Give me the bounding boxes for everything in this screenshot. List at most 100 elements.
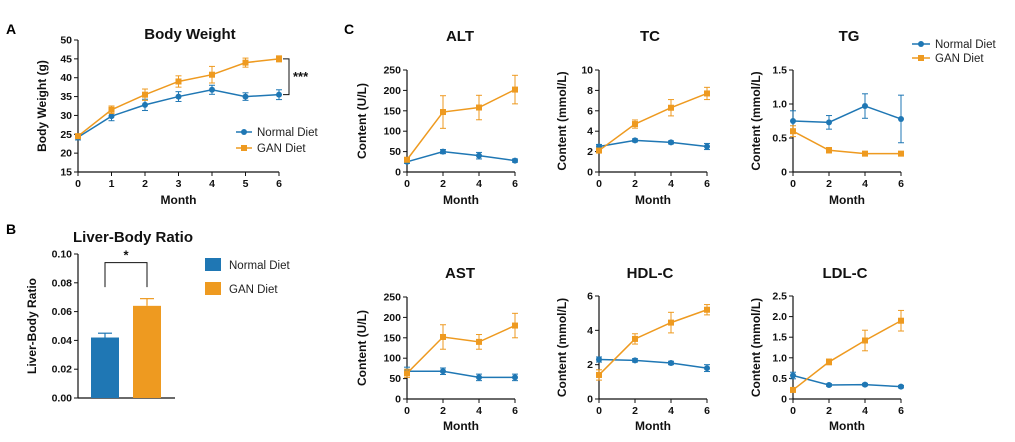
legend-normal-label: Normal Diet — [257, 127, 319, 139]
x-tick-label: 6 — [704, 178, 710, 190]
y-tick-label: 0.5 — [772, 373, 787, 385]
chart-title: TG — [839, 28, 860, 45]
data-point-normal — [862, 103, 868, 110]
data-point-normal — [440, 148, 446, 155]
chart-hdlc: HDL-C Content (mmol/L) 0 2 4 6 0 2 4 6 Month — [555, 265, 710, 433]
x-tick-label: 6 — [276, 178, 282, 190]
x-tick-label: 4 — [209, 178, 215, 190]
data-point-normal — [632, 357, 638, 364]
x-axis-label: Month — [443, 193, 479, 207]
data-point-gan — [242, 59, 249, 66]
y-tick-label: 0.08 — [52, 277, 73, 289]
y-axis-label: Content (mmol/L) — [555, 298, 569, 397]
y-tick-label: 35 — [60, 91, 72, 103]
y-axis-label: Liver-Body Ratio — [25, 278, 39, 374]
data-point-gan — [826, 358, 832, 365]
x-tick-label: 4 — [476, 178, 482, 190]
series-line-normal — [406, 150, 516, 163]
data-point-gan — [596, 147, 602, 154]
y-tick-label: 45 — [60, 53, 72, 65]
data-point-normal — [142, 101, 148, 108]
chart-ast: AST Content (U/L) 0 50 100 150 200 250 0 2 4 6 Month — [355, 265, 518, 433]
y-tick-label: 4 — [587, 126, 593, 138]
y-tick-label: 0 — [781, 167, 787, 179]
series-line-gan — [406, 88, 516, 161]
y-tick-label: 2.5 — [772, 291, 787, 303]
y-tick-label: 0.00 — [52, 393, 73, 405]
legend-b-normal-swatch — [205, 258, 221, 271]
y-axis-label: Content (U/L) — [355, 310, 369, 386]
y-tick-label: 0.5 — [772, 133, 787, 145]
data-point-gan — [108, 106, 115, 113]
y-tick-label: 50 — [389, 146, 401, 158]
data-point-gan — [632, 121, 638, 128]
data-point-gan — [704, 90, 710, 97]
series-line-normal — [792, 374, 902, 388]
chart-title: TC — [640, 28, 660, 45]
y-tick-label: 0.02 — [52, 364, 73, 376]
data-point-gan — [632, 335, 638, 342]
y-tick-label: 0 — [395, 167, 401, 179]
data-point-normal — [512, 374, 518, 381]
legend-c-normal-marker — [918, 41, 924, 47]
data-point-normal — [668, 359, 674, 366]
x-tick-label: 2 — [142, 178, 148, 190]
data-point-gan — [596, 371, 602, 378]
data-point-normal — [704, 365, 710, 372]
x-tick-label: 1 — [109, 178, 115, 190]
data-point-gan — [209, 71, 215, 78]
series-line-gan — [792, 320, 902, 391]
x-tick-label: 2 — [440, 178, 446, 190]
y-axis-label: Content (U/L) — [355, 83, 369, 159]
data-point-gan — [440, 109, 446, 116]
panel-letter-b: B — [6, 221, 16, 237]
y-tick-label: 8 — [587, 85, 593, 97]
x-tick-label: 2 — [826, 178, 832, 190]
x-tick-label: 6 — [512, 405, 518, 417]
y-tick-label: 0 — [587, 167, 593, 179]
chart-tg: TG Content (mmol/L) 0 0.5 1.0 1.5 0 2 4 6 Month — [749, 28, 904, 207]
x-tick-label: 4 — [668, 405, 674, 417]
legend-c-normal-label: Normal Diet — [935, 39, 997, 51]
legend-normal-marker — [241, 129, 247, 135]
data-point-gan — [826, 147, 832, 154]
data-point-gan — [142, 91, 148, 98]
y-tick-label: 1.0 — [772, 99, 787, 111]
data-point-normal — [862, 381, 868, 388]
x-tick-label: 5 — [243, 178, 249, 190]
data-point-gan — [898, 150, 904, 157]
data-point-gan — [512, 322, 518, 329]
series-line-normal — [407, 370, 515, 379]
y-tick-label: 100 — [383, 353, 401, 365]
y-axis-label: Content (mmol/L) — [555, 71, 569, 170]
data-point-gan — [476, 338, 482, 345]
data-point-normal — [790, 118, 796, 124]
y-tick-label: 6 — [587, 105, 593, 117]
legend-c-gan-label: GAN Diet — [935, 53, 984, 65]
data-point-normal — [175, 93, 182, 100]
chart-liver_body_ratio: Liver-Body Ratio Liver-Body Ratio 0.00 0.02… — [25, 229, 193, 405]
y-tick-label: 6 — [587, 291, 593, 303]
data-point-gan — [440, 333, 446, 340]
data-point-gan — [175, 78, 182, 85]
data-point-normal — [209, 86, 215, 93]
y-tick-label: 0 — [587, 394, 593, 406]
y-tick-label: 250 — [383, 292, 401, 304]
legend-gan-label: GAN Diet — [257, 143, 306, 155]
data-point-gan — [862, 150, 868, 157]
significance-label: *** — [293, 69, 309, 84]
y-tick-label: 15 — [60, 167, 72, 179]
chart-title: Liver-Body Ratio — [73, 229, 193, 246]
x-tick-label: 3 — [176, 178, 182, 190]
chart-title: Body Weight — [144, 26, 235, 43]
data-point-gan — [790, 386, 796, 393]
panel-letter-c: C — [344, 21, 354, 37]
data-point-normal — [440, 368, 446, 375]
x-axis-label: Month — [829, 419, 865, 433]
data-point-gan — [404, 370, 410, 377]
series-line-gan — [792, 130, 901, 155]
y-tick-label: 4 — [587, 325, 593, 337]
y-tick-label: 200 — [383, 312, 401, 324]
x-tick-label: 4 — [862, 178, 868, 190]
